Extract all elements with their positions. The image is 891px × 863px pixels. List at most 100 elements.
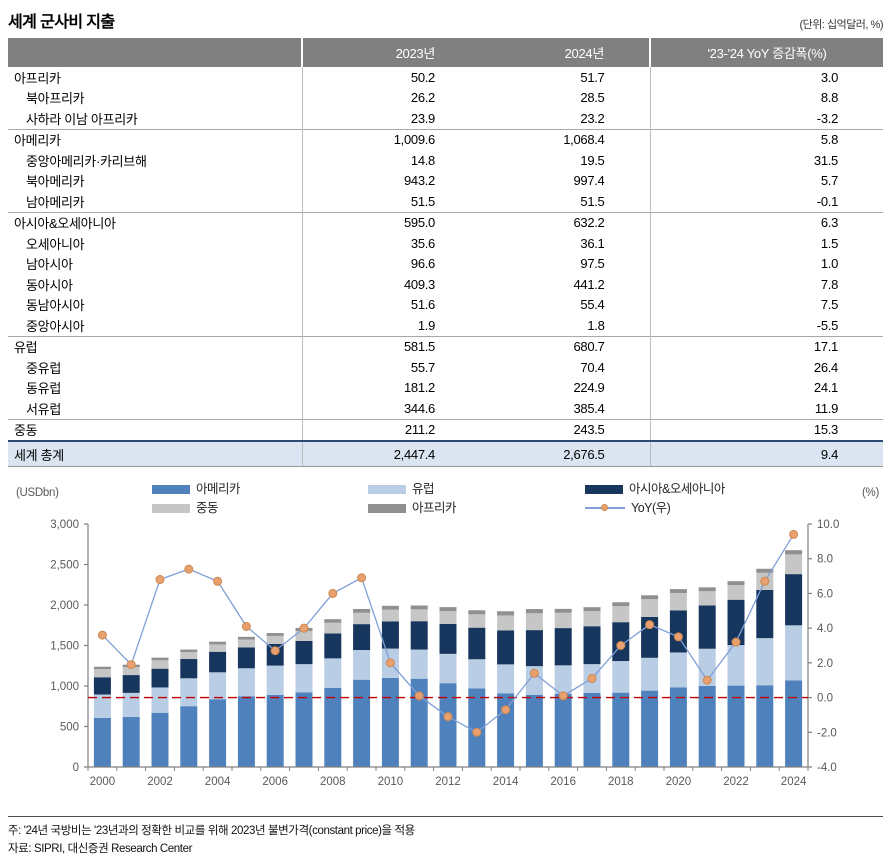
cell-yoy: 26.4 [813,359,838,375]
bar-segment [237,636,255,640]
row-label: 중유럽 [8,357,303,378]
yoy-marker [443,712,453,722]
bar-segment [785,550,803,555]
bar-segment [122,717,140,767]
yoy-line-sample-icon [585,503,625,513]
bar-segment [266,694,284,767]
total-row: 세계 총계 2,447.4 2,676.5 9.4 [8,440,883,467]
left-axis-label: 2,500 [50,560,79,572]
yoy-marker [760,576,770,586]
bar-segment [612,606,630,623]
cell-yoy: 3.0 [820,69,838,85]
bar-segment [785,680,803,767]
bar-segment [785,625,803,681]
table-row: 북아프리카 26.2 28.5 8.8 [8,87,883,108]
bar-segment [756,568,774,573]
left-axis-label: 1,500 [50,641,79,653]
cell-yoy: 11.9 [814,400,838,416]
x-axis-label: 2016 [550,776,576,788]
cell-2023: 50.2 [410,69,435,85]
row-label: 아시아&오세아니아 [8,211,303,233]
bar-segment [93,717,111,767]
yoy-marker [645,620,655,630]
bar-segment [410,649,428,679]
bar-segment [151,712,169,767]
cell-2023: 1.9 [417,317,435,333]
bar-segment [497,615,515,631]
bar-segment [669,610,687,653]
table-row: 북아메리카 943.2 997.4 5.7 [8,170,883,191]
bar-segment [266,633,284,636]
bar-segment [698,587,716,592]
bar-segment [554,628,572,666]
right-axis-label: 2.0 [817,658,833,670]
left-axis-label: 2,000 [50,600,79,612]
bar-segment [151,687,169,713]
cell-2023: 51.5 [410,193,435,209]
bar-segment [122,675,140,693]
row-label: 중동 [8,418,303,441]
right-axis-label: 8.0 [817,554,833,566]
bar-segment [641,595,659,600]
bar-segment [727,645,745,686]
bar-segment [180,649,198,653]
cell-2024: 680.7 [480,335,651,357]
bar-segment [439,611,457,624]
cell-2023: 1,009.6 [302,128,480,150]
bar-segment [756,589,774,639]
chart-legend-area: (USDbn) (%) 아메리카 유럽 아시아&오세아니아 중동 아프리카 YoY(우) [8,475,883,519]
total-yoy: 9.4 [650,440,883,467]
cell-yoy: 7.8 [820,276,838,292]
x-axis-label: 2014 [493,776,519,788]
cell-yoy: -3.2 [816,110,839,126]
table-row: 중유럽 55.7 70.4 26.4 [8,357,883,378]
table-row: 동남아시아 51.6 55.4 7.5 [8,294,883,315]
bar-segment [237,668,255,697]
header-2024: 2024년 [480,38,651,67]
cell-yoy: 31.5 [813,152,838,168]
cell-yoy: 7.5 [820,297,838,313]
bar-segment [122,667,140,676]
cell-2024: 23.2 [480,108,651,129]
bar-segment [468,610,486,615]
bar-segment [698,591,716,606]
table-row: 아프리카 50.2 51.7 3.0 [8,67,883,88]
bar-segment [93,677,111,695]
cell-2024: 36.1 [480,233,651,254]
bar-segment [353,624,371,651]
bar-segment [583,626,601,665]
left-axis-label: 0 [73,762,79,774]
cell-2024: 224.9 [480,377,651,398]
header-region [8,38,303,67]
bar-segment [554,612,572,629]
bar-segment [612,661,630,693]
left-axis-label: 1,000 [50,681,79,693]
bar-segment [180,678,198,707]
row-label: 아프리카 [8,67,303,88]
bar-segment [698,648,716,686]
yoy-marker [673,632,683,642]
table-row: 유럽 581.5 680.7 17.1 [8,335,883,357]
bar-segment [554,608,572,613]
bar-segment [209,651,227,673]
bar-segment [497,630,515,665]
page-title: 세계 군사비 지출 [8,14,115,31]
x-axis-label: 2004 [205,776,231,788]
cell-2024: 55.4 [480,294,651,315]
cell-2024: 70.4 [480,357,651,378]
table-row: 동아시아 409.3 441.2 7.8 [8,274,883,295]
cell-yoy: 15.3 [650,418,883,441]
right-axis-label: -2.0 [817,727,837,739]
bar-segment [353,612,371,625]
cell-yoy: 17.1 [650,335,883,357]
row-label: 오세아니아 [8,233,303,254]
bar-segment [785,554,803,575]
bar-segment [439,653,457,684]
bar-segment [698,605,716,649]
bar-segment [554,693,572,767]
row-label: 동아시아 [8,274,303,295]
legend-swatch-icon [585,485,623,494]
bar-segment [497,693,515,767]
cell-2023: 581.5 [302,335,480,357]
total-2023: 2,447.4 [302,440,480,467]
